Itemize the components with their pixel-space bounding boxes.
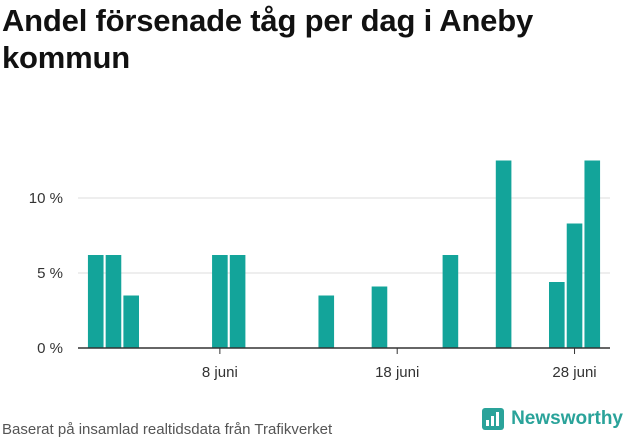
bar (442, 255, 459, 348)
x-tick-label: 28 juni (552, 364, 596, 381)
bar (495, 160, 512, 348)
x-tick-label: 18 juni (375, 364, 419, 381)
chart-title: Andel försenade tåg per dag i Aneby komm… (2, 3, 534, 75)
source-note: Baserat på insamlad realtidsdata från Tr… (2, 421, 333, 438)
x-tick-label: 8 juni (202, 364, 238, 381)
brand-name: Newsworthy (511, 408, 623, 429)
y-tick-label: 0 % (37, 340, 63, 357)
newsworthy-logo-icon (482, 408, 505, 430)
bar (87, 255, 104, 348)
bar (548, 282, 565, 348)
y-tick-label: 5 % (37, 265, 63, 282)
y-tick-label: 10 % (29, 190, 63, 207)
bar (566, 223, 583, 348)
bar (105, 255, 122, 348)
bar (229, 255, 246, 348)
bar (371, 286, 388, 348)
bar (584, 160, 601, 348)
bar (212, 255, 228, 348)
bar (123, 295, 140, 348)
bar (318, 295, 335, 348)
brand-logo: Newsworthy (482, 408, 623, 430)
